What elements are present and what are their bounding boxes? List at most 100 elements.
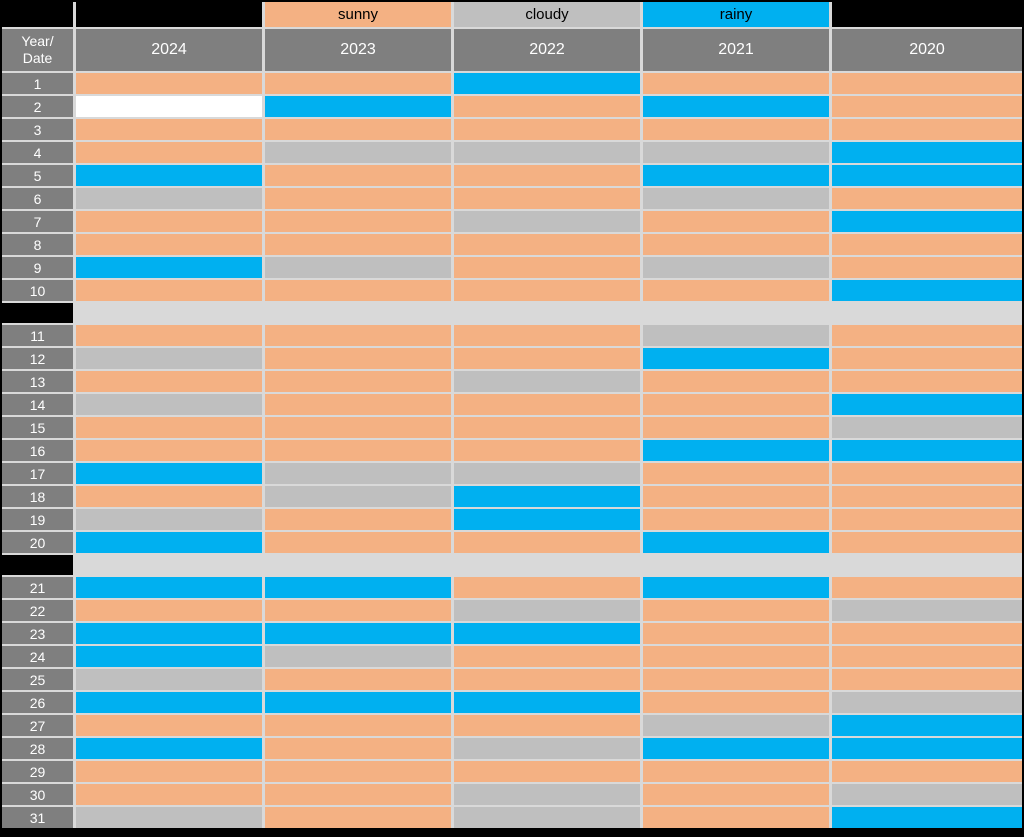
- weather-cell-2024-15: [76, 417, 262, 438]
- date-header-30: 30: [2, 784, 73, 805]
- weather-cell-2020-22: [832, 600, 1022, 621]
- weather-cell-2021-6: [643, 188, 829, 209]
- date-header-1: 1: [2, 73, 73, 94]
- weather-cell-2022-29: [454, 761, 640, 782]
- legend-item-sunny: sunny: [265, 2, 451, 27]
- weather-cell-2024-7: [76, 211, 262, 232]
- date-header-5: 5: [2, 165, 73, 186]
- weather-cell-2021-10: [643, 280, 829, 301]
- weather-cell-2023-10: [265, 280, 451, 301]
- weather-cell-2021-25: [643, 669, 829, 690]
- legend-item-rainy: rainy: [643, 2, 829, 27]
- weather-cell-2024-21: [76, 577, 262, 598]
- weather-cell-2020-31: [832, 807, 1022, 828]
- weather-cell-2022-27: [454, 715, 640, 736]
- weather-cell-2022-16: [454, 440, 640, 461]
- weather-cell-2023-21: [265, 577, 451, 598]
- weather-cell-2021-16: [643, 440, 829, 461]
- weather-cell-2023-22: [265, 600, 451, 621]
- weather-cell-2020-27: [832, 715, 1022, 736]
- weather-cell-2023-9: [265, 257, 451, 278]
- date-header-12: 12: [2, 348, 73, 369]
- weather-cell-2021-26: [643, 692, 829, 713]
- weather-cell-2022-5: [454, 165, 640, 186]
- weather-cell-2023-16: [265, 440, 451, 461]
- weather-cell-2023-3: [265, 119, 451, 140]
- weather-cell-2023-8: [265, 234, 451, 255]
- weather-cell-2024-30: [76, 784, 262, 805]
- weather-cell-2024-28: [76, 738, 262, 759]
- weather-cell-2024-12: [76, 348, 262, 369]
- weather-cell-2020-5: [832, 165, 1022, 186]
- weather-cell-2022-22: [454, 600, 640, 621]
- weather-cell-2021-21: [643, 577, 829, 598]
- date-header-16: 16: [2, 440, 73, 461]
- weather-cell-2020-7: [832, 211, 1022, 232]
- weather-cell-2020-8: [832, 234, 1022, 255]
- weather-cell-2022-31: [454, 807, 640, 828]
- date-header-24: 24: [2, 646, 73, 667]
- weather-cell-2022-13: [454, 371, 640, 392]
- date-header-8: 8: [2, 234, 73, 255]
- weather-cell-2022-21: [454, 577, 640, 598]
- weather-cell-2022-3: [454, 119, 640, 140]
- weather-cell-2024-9: [76, 257, 262, 278]
- weather-cell-2020-13: [832, 371, 1022, 392]
- weather-cell-2020-25: [832, 669, 1022, 690]
- weather-cell-2021-1: [643, 73, 829, 94]
- date-header-23: 23: [2, 623, 73, 644]
- weather-cell-2022-24: [454, 646, 640, 667]
- weather-cell-2021-5: [643, 165, 829, 186]
- weather-cell-2022-8: [454, 234, 640, 255]
- weather-cell-2023-25: [265, 669, 451, 690]
- weather-cell-2020-15: [832, 417, 1022, 438]
- weather-cell-2023-18: [265, 486, 451, 507]
- year-header-2024: 2024: [76, 29, 262, 71]
- weather-cell-2020-21: [832, 577, 1022, 598]
- weather-cell-2020-10: [832, 280, 1022, 301]
- weather-cell-2022-18: [454, 486, 640, 507]
- weather-cell-2023-4: [265, 142, 451, 163]
- date-header-15: 15: [2, 417, 73, 438]
- weather-cell-2021-7: [643, 211, 829, 232]
- weather-cell-2024-10: [76, 280, 262, 301]
- weather-cell-2020-29: [832, 761, 1022, 782]
- date-header-31: 31: [2, 807, 73, 828]
- weather-cell-2023-14: [265, 394, 451, 415]
- weather-cell-2021-23: [643, 623, 829, 644]
- weather-cell-2021-4: [643, 142, 829, 163]
- weather-cell-2022-25: [454, 669, 640, 690]
- weather-cell-2023-2: [265, 96, 451, 117]
- corner-header-year-date: Year/ Date: [2, 29, 73, 71]
- weather-cell-2021-2: [643, 96, 829, 117]
- weather-cell-2022-10: [454, 280, 640, 301]
- weather-cell-2020-3: [832, 119, 1022, 140]
- legend-item-blank-2024: [76, 2, 262, 27]
- weather-cell-2020-9: [832, 257, 1022, 278]
- weather-cell-2022-4: [454, 142, 640, 163]
- year-header-2023: 2023: [265, 29, 451, 71]
- weather-cell-2024-25: [76, 669, 262, 690]
- weather-cell-2022-7: [454, 211, 640, 232]
- legend-item-blank-2020: [832, 2, 1022, 27]
- weather-cell-2020-6: [832, 188, 1022, 209]
- weather-cell-2024-29: [76, 761, 262, 782]
- weather-cell-2020-16: [832, 440, 1022, 461]
- weather-cell-2023-26: [265, 692, 451, 713]
- weather-cell-2023-20: [265, 532, 451, 553]
- weather-cell-2023-27: [265, 715, 451, 736]
- weather-cell-2020-26: [832, 692, 1022, 713]
- weather-cell-2021-30: [643, 784, 829, 805]
- weather-cell-2024-17: [76, 463, 262, 484]
- weather-cell-2020-28: [832, 738, 1022, 759]
- weather-cell-2024-14: [76, 394, 262, 415]
- weather-cell-2022-11: [454, 325, 640, 346]
- weather-cell-2021-8: [643, 234, 829, 255]
- weather-cell-2023-1: [265, 73, 451, 94]
- year-header-2020: 2020: [832, 29, 1022, 71]
- weather-cell-2022-12: [454, 348, 640, 369]
- weather-cell-2021-15: [643, 417, 829, 438]
- weather-cell-2023-23: [265, 623, 451, 644]
- date-header-22: 22: [2, 600, 73, 621]
- weather-cell-2024-18: [76, 486, 262, 507]
